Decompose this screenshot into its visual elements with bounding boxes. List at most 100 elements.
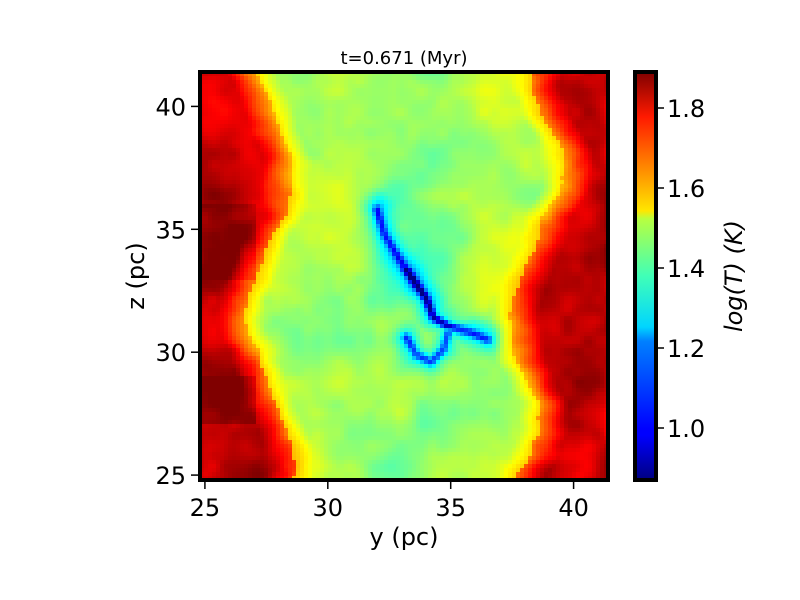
heatmap-cell xyxy=(256,472,261,477)
heatmap-cell xyxy=(336,368,341,373)
heatmap-cell xyxy=(224,308,229,313)
heatmap-cell xyxy=(244,408,249,413)
heatmap-cell xyxy=(260,284,265,289)
heatmap-cell xyxy=(368,152,373,157)
heatmap-cell xyxy=(216,444,221,449)
heatmap-cell xyxy=(328,460,333,465)
heatmap-cell xyxy=(248,232,253,237)
heatmap-cell xyxy=(224,244,229,249)
heatmap-cell xyxy=(232,132,237,137)
heatmap-cell xyxy=(336,256,341,261)
heatmap-cell xyxy=(336,420,341,425)
heatmap-cell xyxy=(240,392,245,397)
heatmap-cell xyxy=(248,468,253,473)
heatmap-cell xyxy=(236,248,241,253)
heatmap-cell xyxy=(284,168,289,173)
heatmap-cell xyxy=(300,140,305,145)
heatmap-cell xyxy=(264,140,269,145)
heatmap-cell xyxy=(364,184,369,189)
heatmap-cell xyxy=(380,316,385,321)
heatmap-cell xyxy=(224,444,229,449)
heatmap-cell xyxy=(268,428,273,433)
heatmap-cell xyxy=(388,368,393,373)
heatmap-cell xyxy=(256,236,261,241)
heatmap-cell xyxy=(200,240,205,245)
heatmap-cell xyxy=(308,160,313,165)
heatmap-cell xyxy=(244,160,249,165)
heatmap-cell xyxy=(308,176,313,181)
heatmap-cell xyxy=(228,364,233,369)
heatmap-cell xyxy=(384,120,389,125)
heatmap-cell xyxy=(200,468,205,473)
heatmap-cell xyxy=(244,220,249,225)
heatmap-cell xyxy=(268,144,273,149)
heatmap-cell xyxy=(300,104,305,109)
heatmap-cell xyxy=(292,340,297,345)
heatmap-cell xyxy=(384,432,389,437)
heatmap-cell xyxy=(292,284,297,289)
heatmap-cell xyxy=(216,264,221,269)
heatmap-cell xyxy=(252,436,257,441)
heatmap-cell xyxy=(244,444,249,449)
heatmap-cell xyxy=(204,364,209,369)
heatmap-cell xyxy=(208,164,213,169)
heatmap-cell xyxy=(276,212,281,217)
heatmap-cell xyxy=(304,328,309,333)
heatmap-cell xyxy=(368,164,373,169)
heatmap-cell xyxy=(296,72,301,77)
heatmap-cell xyxy=(328,144,333,149)
heatmap-cell xyxy=(360,100,365,105)
heatmap-cell xyxy=(332,368,337,373)
heatmap-cell xyxy=(340,148,345,153)
heatmap-cell xyxy=(300,472,305,477)
heatmap-cell xyxy=(332,252,337,257)
heatmap-cell xyxy=(280,76,285,81)
heatmap-cell xyxy=(308,456,313,461)
heatmap-cell xyxy=(272,80,277,85)
heatmap-cell xyxy=(212,400,217,405)
heatmap-cell xyxy=(264,92,269,97)
heatmap-cell xyxy=(352,384,357,389)
heatmap-cell xyxy=(276,104,281,109)
heatmap-cell xyxy=(360,376,365,381)
heatmap-cell xyxy=(268,304,273,309)
heatmap-cell xyxy=(292,108,297,113)
heatmap-cell xyxy=(372,260,377,265)
heatmap-cell xyxy=(252,76,257,81)
heatmap-cell xyxy=(376,136,381,141)
heatmap-cell xyxy=(356,268,361,273)
heatmap-cell xyxy=(388,128,393,133)
heatmap-cell xyxy=(316,80,321,85)
heatmap-cell xyxy=(236,124,241,129)
heatmap-cell xyxy=(236,272,241,277)
heatmap-cell xyxy=(280,384,285,389)
heatmap-cell xyxy=(372,276,377,281)
heatmap-cell xyxy=(228,464,233,469)
heatmap-cell xyxy=(308,428,313,433)
heatmap-cell xyxy=(284,320,289,325)
heatmap-cell xyxy=(296,200,301,205)
heatmap-cell xyxy=(292,88,297,93)
heatmap-cell xyxy=(352,176,357,181)
heatmap-cell xyxy=(344,392,349,397)
heatmap-cell xyxy=(388,400,393,405)
heatmap-cell xyxy=(272,176,277,181)
heatmap-cell xyxy=(256,296,261,301)
heatmap-cell xyxy=(272,240,277,245)
heatmap-cell xyxy=(260,368,265,373)
heatmap-cell xyxy=(296,316,301,321)
heatmap-cell xyxy=(280,216,285,221)
heatmap-cell xyxy=(300,128,305,133)
heatmap-cell xyxy=(292,352,297,357)
heatmap-cell xyxy=(300,292,305,297)
heatmap-cell xyxy=(340,296,345,301)
heatmap-cell xyxy=(344,432,349,437)
heatmap-cell xyxy=(320,460,325,465)
heatmap xyxy=(200,72,608,480)
heatmap-cell xyxy=(388,308,393,313)
heatmap-cell xyxy=(240,188,245,193)
heatmap-cell xyxy=(200,428,205,433)
heatmap-cell xyxy=(388,116,393,121)
heatmap-cell xyxy=(244,424,249,429)
heatmap-cell xyxy=(252,280,257,285)
